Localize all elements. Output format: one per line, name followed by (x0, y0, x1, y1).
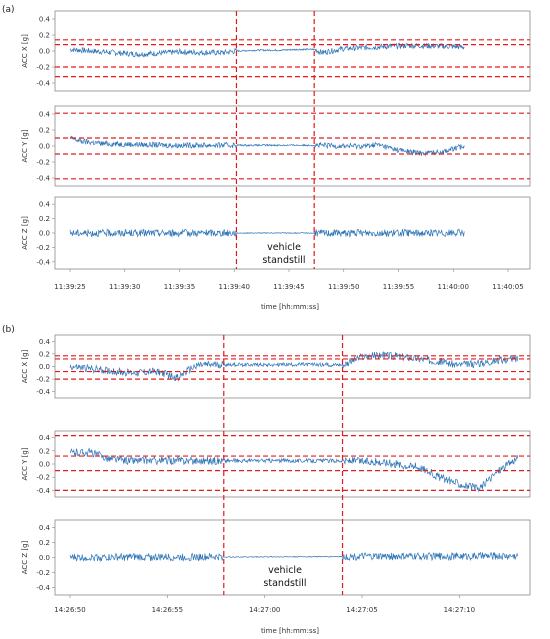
y-axis-label: ACC Z [g] (21, 540, 29, 574)
x-tick-label: 11:39:40 (219, 283, 250, 291)
series-trace-0 (69, 351, 519, 382)
series-trace-2 (69, 228, 465, 238)
x-tick-label: 11:39:30 (109, 283, 140, 291)
y-tick-label: 0.0 (39, 554, 50, 562)
y-tick-label: 0.4 (39, 16, 51, 24)
plot-frame (54, 10, 531, 92)
series-trace-1 (69, 135, 465, 157)
y-tick-label: 0.2 (39, 32, 50, 40)
y-axis-label: ACC X [g] (21, 349, 29, 383)
x-tick-label: 14:26:50 (54, 606, 85, 614)
x-tick-label: 11:39:25 (54, 283, 85, 291)
y-tick-label: 0.2 (39, 215, 50, 223)
x-tick-label: 11:39:50 (328, 283, 359, 291)
y-tick-label: 0.2 (39, 447, 50, 455)
y-tick-label: -0.2 (36, 376, 50, 384)
series-trace-2 (69, 551, 519, 563)
series-trace-0 (69, 42, 465, 58)
y-tick-label: -0.2 (36, 64, 50, 72)
y-tick-label: -0.4 (36, 175, 50, 183)
y-tick-label: -0.2 (36, 474, 50, 482)
y-tick-label: -0.4 (36, 487, 50, 495)
annotation-line-1: vehicle (268, 565, 302, 576)
y-tick-label: 0.4 (39, 201, 51, 209)
y-tick-label: 0.0 (39, 143, 50, 151)
y-tick-label: 0.2 (39, 350, 50, 358)
x-tick-label: 14:27:10 (444, 606, 475, 614)
y-tick-label: 0.2 (39, 539, 50, 547)
y-tick-label: 0.0 (39, 48, 50, 56)
y-axis-label: ACC Y [g] (21, 447, 29, 480)
y-tick-label: 0.4 (39, 524, 51, 532)
y-axis-label: ACC X [g] (21, 34, 29, 68)
y-tick-label: -0.2 (36, 244, 50, 252)
annotation-line-2: standstill (262, 255, 305, 266)
x-tick-label: 14:26:55 (152, 606, 183, 614)
plot-frame (54, 430, 531, 498)
x-tick-label: 11:39:55 (383, 283, 414, 291)
y-tick-label: 0.0 (39, 230, 50, 238)
x-tick-label: 11:40:05 (492, 283, 523, 291)
x-axis-label: time [hh:mm:ss] (261, 627, 319, 635)
y-tick-label: -0.4 (36, 388, 50, 396)
x-tick-label: 11:39:45 (273, 283, 304, 291)
annotation-line-1: vehicle (267, 242, 301, 253)
y-tick-label: 0.0 (39, 363, 50, 371)
y-tick-label: -0.4 (36, 258, 50, 266)
annotation-line-2: standstill (263, 578, 306, 589)
y-tick-label: 0.4 (39, 111, 51, 119)
y-axis-label: ACC Z [g] (21, 216, 29, 250)
y-tick-label: -0.4 (36, 584, 50, 592)
figure-label: (a) (2, 5, 15, 15)
y-tick-label: 0.2 (39, 127, 50, 135)
plot-frame (54, 105, 531, 187)
y-tick-label: -0.2 (36, 159, 50, 167)
y-tick-label: 0.0 (39, 461, 50, 469)
y-axis-label: ACC Y [g] (21, 129, 29, 162)
y-tick-label: -0.4 (36, 80, 50, 88)
x-tick-label: 11:40:00 (438, 283, 469, 291)
y-tick-label: -0.2 (36, 569, 50, 577)
x-axis-label: time [hh:mm:ss] (261, 303, 319, 311)
x-tick-label: 14:27:05 (346, 606, 377, 614)
series-trace-1 (69, 447, 519, 493)
figure-label: (b) (2, 325, 15, 335)
x-tick-label: 14:27:00 (249, 606, 280, 614)
x-tick-label: 11:39:35 (164, 283, 195, 291)
y-tick-label: 0.4 (39, 338, 51, 346)
y-tick-label: 0.4 (39, 434, 51, 442)
